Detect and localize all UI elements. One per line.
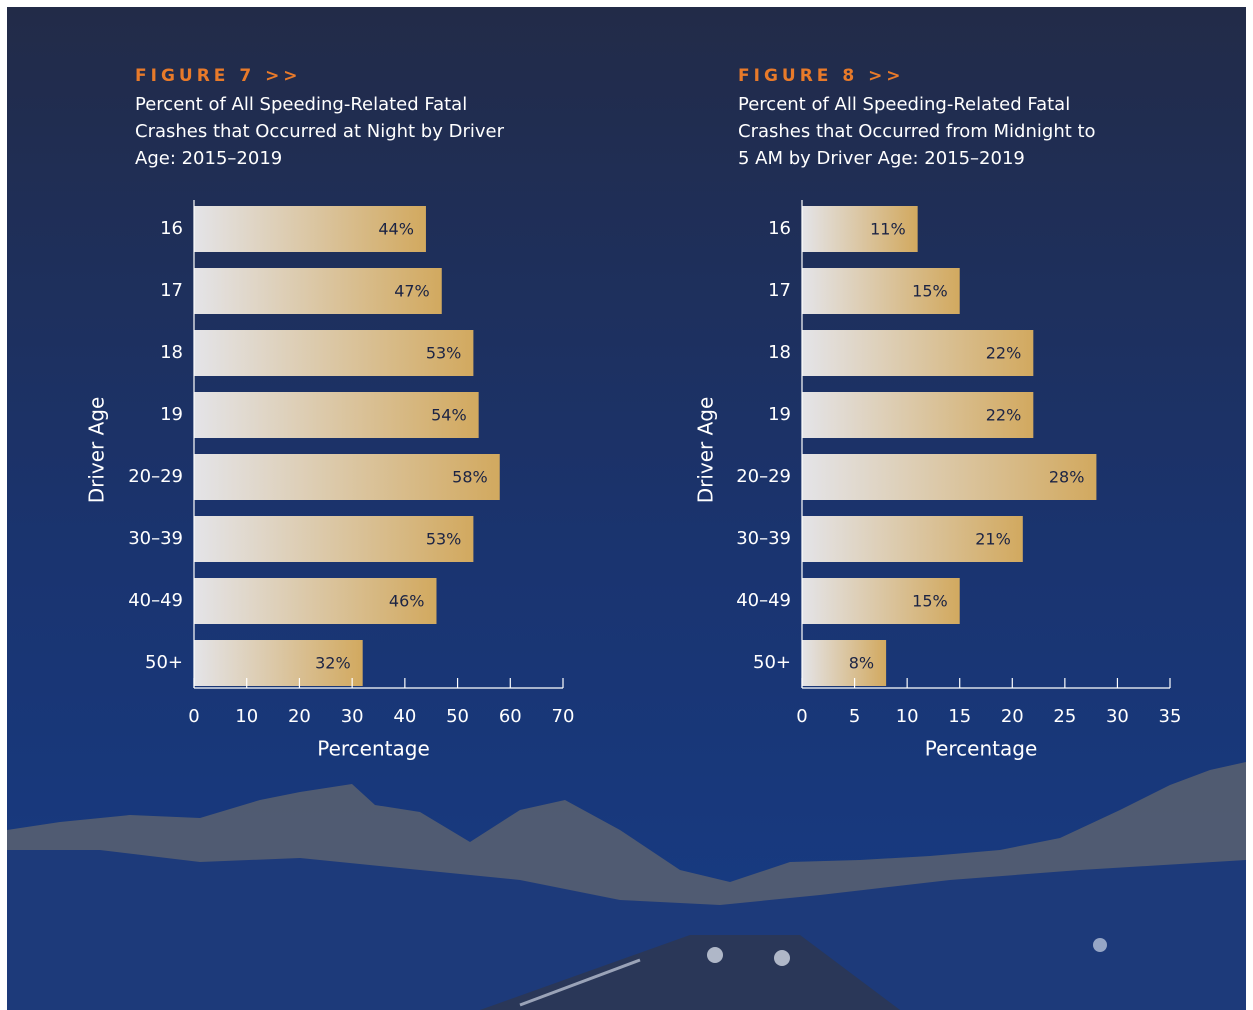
bar: [194, 454, 500, 500]
x-tick-label: 5: [849, 706, 860, 727]
road: [480, 935, 900, 1010]
y-tick-label: 50+: [145, 652, 183, 673]
headlight: [774, 950, 790, 966]
data-label: 53%: [426, 530, 462, 549]
y-tick-label: 18: [160, 342, 183, 363]
y-tick-label: 16: [160, 218, 183, 239]
y-tick-label: 30–39: [736, 528, 791, 549]
y-tick-label: 20–29: [128, 466, 183, 487]
data-label: 21%: [975, 530, 1011, 549]
x-axis-title: Percentage: [925, 737, 1038, 761]
headlight: [707, 947, 723, 963]
bar: [802, 268, 960, 314]
data-label: 28%: [1049, 468, 1085, 487]
figure-label: FIGURE 8 >>: [738, 66, 905, 86]
chart-title: Crashes that Occurred at Night by Driver: [135, 121, 505, 142]
bar: [194, 330, 474, 376]
x-tick-label: 70: [552, 706, 575, 727]
y-tick-label: 50+: [753, 652, 791, 673]
x-tick-label: 20: [1001, 706, 1024, 727]
data-label: 54%: [431, 406, 467, 425]
x-tick-label: 40: [393, 706, 416, 727]
bar: [802, 392, 1034, 438]
bar: [802, 330, 1034, 376]
x-tick-label: 15: [948, 706, 971, 727]
data-label: 44%: [378, 220, 414, 239]
bar: [194, 206, 426, 252]
x-tick-label: 10: [896, 706, 919, 727]
bar: [802, 516, 1023, 562]
y-tick-label: 19: [768, 404, 791, 425]
y-tick-label: 17: [160, 280, 183, 301]
data-label: 8%: [849, 654, 874, 673]
chart-title: 5 AM by Driver Age: 2015–2019: [738, 148, 1025, 169]
hills: [7, 850, 1246, 1010]
y-tick-label: 16: [768, 218, 791, 239]
road-line: [519, 958, 641, 1007]
y-tick-label: 20–29: [736, 466, 791, 487]
bar: [194, 268, 442, 314]
y-tick-label: 18: [768, 342, 791, 363]
x-tick-label: 0: [796, 706, 807, 727]
bar: [802, 454, 1097, 500]
y-tick-label: 19: [160, 404, 183, 425]
bar: [194, 392, 479, 438]
x-axis-title: Percentage: [317, 737, 430, 761]
chart-title: Age: 2015–2019: [135, 148, 282, 169]
y-axis-title: Driver Age: [694, 397, 718, 504]
data-label: 11%: [870, 220, 906, 239]
x-tick-label: 50: [446, 706, 469, 727]
bar: [194, 578, 437, 624]
x-tick-label: 60: [499, 706, 522, 727]
x-tick-label: 20: [288, 706, 311, 727]
x-tick-label: 30: [341, 706, 364, 727]
data-label: 32%: [315, 654, 351, 673]
x-tick-label: 10: [235, 706, 258, 727]
bar: [802, 640, 887, 686]
bar: [802, 206, 918, 252]
figure-label: FIGURE 7 >>: [135, 66, 302, 86]
y-tick-label: 40–49: [128, 590, 183, 611]
y-tick-label: 17: [768, 280, 791, 301]
bar: [802, 578, 960, 624]
y-tick-label: 40–49: [736, 590, 791, 611]
chart-title: Percent of All Speeding-Related Fatal: [135, 94, 467, 115]
bar: [194, 640, 363, 686]
data-label: 22%: [986, 406, 1022, 425]
data-label: 46%: [389, 592, 425, 611]
data-label: 22%: [986, 344, 1022, 363]
x-tick-label: 0: [188, 706, 199, 727]
data-label: 47%: [394, 282, 430, 301]
x-tick-label: 30: [1106, 706, 1129, 727]
x-tick-label: 25: [1053, 706, 1076, 727]
headlight: [1093, 938, 1107, 952]
data-label: 53%: [426, 344, 462, 363]
data-label: 58%: [452, 468, 488, 487]
chart-title: Crashes that Occurred from Midnight to: [738, 121, 1096, 142]
data-label: 15%: [912, 592, 948, 611]
y-tick-label: 30–39: [128, 528, 183, 549]
bar: [194, 516, 474, 562]
y-axis-title: Driver Age: [85, 397, 109, 504]
data-label: 15%: [912, 282, 948, 301]
chart-title: Percent of All Speeding-Related Fatal: [738, 94, 1070, 115]
x-tick-label: 35: [1159, 706, 1182, 727]
